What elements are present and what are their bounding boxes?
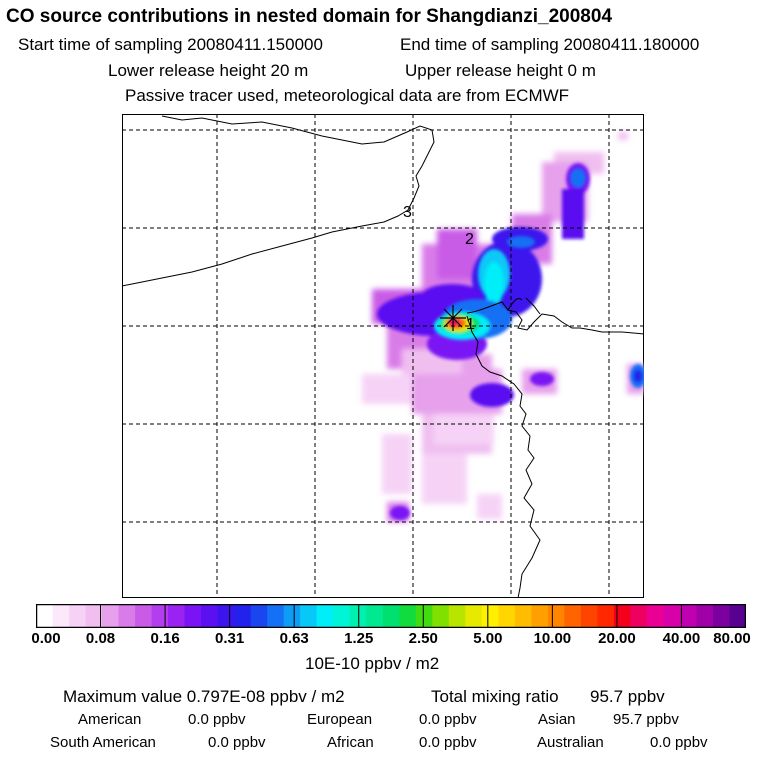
colorbar-swatch: [679, 604, 697, 628]
colorbar-swatch: [184, 604, 202, 628]
colorbar-swatch: [580, 604, 598, 628]
colorbar-swatch: [349, 604, 367, 628]
colorbar-tick-label: 0.31: [215, 630, 245, 647]
colorbar-swatch: [85, 604, 103, 628]
colorbar-frame: [36, 604, 746, 628]
colorbar: [36, 604, 746, 628]
region-australian-name: Australian: [537, 734, 604, 751]
total-mixing-label: Total mixing ratio: [431, 687, 559, 706]
colorbar-swatch: [201, 604, 219, 628]
colorbar-swatch: [283, 604, 301, 628]
colorbar-tick-label: 0.16: [150, 630, 180, 647]
colorbar-swatch: [646, 604, 664, 628]
upper-height-label: Upper release height 0 m: [405, 61, 596, 80]
colorbar-swatches: [36, 604, 746, 628]
colorbar-swatch: [514, 604, 532, 628]
colorbar-swatch: [498, 604, 516, 628]
total-mixing-value: 95.7 ppbv: [590, 687, 665, 706]
colorbar-swatch: [712, 604, 730, 628]
region-australian-value: 0.0 ppbv: [650, 734, 708, 751]
colorbar-swatch: [267, 604, 285, 628]
end-time-label: End time of sampling 20080411.180000: [400, 35, 700, 54]
colorbar-tick-label: 1.25: [344, 630, 374, 647]
region-american-value: 0.0 ppbv: [188, 711, 246, 728]
colorbar-swatch: [300, 604, 318, 628]
colorbar-swatch: [432, 604, 450, 628]
region-european-name: European: [307, 711, 373, 728]
colorbar-swatch: [333, 604, 351, 628]
colorbar-tick-label: 80.00: [713, 630, 751, 647]
graticule: [122, 114, 644, 598]
colorbar-swatch: [118, 604, 136, 628]
region-south-american-value: 0.0 ppbv: [208, 734, 266, 751]
colorbar-swatch: [613, 604, 631, 628]
region-african-name: African: [327, 734, 374, 751]
colorbar-swatch: [382, 604, 400, 628]
colorbar-swatch: [663, 604, 681, 628]
max-value-label: Maximum value 0.797E-08 ppbv / m2: [63, 687, 345, 706]
concentration-field: [362, 132, 644, 522]
colorbar-swatch: [564, 604, 582, 628]
colorbar-swatch: [415, 604, 433, 628]
trajectory-label-2: 2: [465, 231, 474, 248]
lower-height-label: Lower release height 20 m: [108, 61, 309, 80]
region-american-name: American: [78, 711, 142, 728]
colorbar-swatch: [547, 604, 565, 628]
colorbar-swatch: [481, 604, 499, 628]
colorbar-major-dividers: [100, 604, 682, 628]
colorbar-swatch: [69, 604, 86, 628]
colorbar-swatch: [366, 604, 384, 628]
colorbar-swatch: [217, 604, 235, 628]
start-time-label: Start time of sampling 20080411.150000: [18, 35, 323, 54]
colorbar-swatch: [52, 604, 70, 628]
colorbar-swatch: [102, 604, 119, 628]
colorbar-swatch: [316, 604, 334, 628]
trajectory-label-3: 3: [403, 204, 412, 221]
colorbar-tick-label: 0.00: [31, 630, 61, 647]
colorbar-swatch: [36, 604, 53, 628]
colorbar-swatch: [597, 604, 615, 628]
trajectory-label-1: 1: [466, 316, 475, 333]
colorbar-swatch: [151, 604, 169, 628]
colorbar-swatch: [696, 604, 714, 628]
coastlines: [122, 115, 644, 598]
colorbar-tick-label: 40.00: [662, 630, 701, 647]
region-south-american-name: South American: [50, 734, 156, 751]
colorbar-swatch: [250, 604, 268, 628]
map-panel: 1 2 3: [122, 114, 644, 598]
chart-title: CO source contributions in nested domain…: [6, 6, 613, 27]
colorbar-swatch: [135, 604, 152, 628]
colorbar-swatch: [448, 604, 466, 628]
colorbar-swatch: [399, 604, 417, 628]
region-asian-name: Asian: [538, 711, 576, 728]
colorbar-swatch: [234, 604, 252, 628]
colorbar-tick-label: 2.50: [408, 630, 438, 647]
colorbar-tick-label: 0.08: [85, 630, 116, 647]
colorbar-swatch: [465, 604, 483, 628]
colorbar-units: 10E-10 ppbv / m2: [305, 654, 440, 673]
colorbar-tick-label: 5.00: [473, 630, 503, 647]
colorbar-swatch: [168, 604, 185, 628]
region-european-value: 0.0 ppbv: [419, 711, 477, 728]
region-asian-value: 95.7 ppbv: [613, 711, 679, 728]
colorbar-tick-label: 20.00: [598, 630, 636, 647]
colorbar-tick-label: 10.00: [533, 630, 572, 647]
tracer-info-label: Passive tracer used, meteorological data…: [125, 86, 570, 105]
colorbar-tick-label: 0.63: [279, 630, 309, 647]
region-african-value: 0.0 ppbv: [419, 734, 477, 751]
station-marker-icon: [440, 305, 466, 331]
colorbar-swatch: [630, 604, 648, 628]
colorbar-swatch: [729, 604, 746, 628]
colorbar-swatch: [531, 604, 549, 628]
